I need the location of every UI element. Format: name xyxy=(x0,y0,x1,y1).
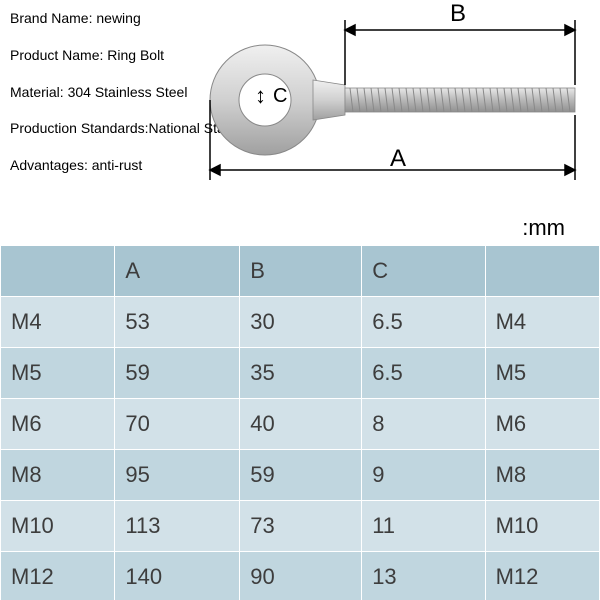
table-cell: 95 xyxy=(115,450,240,501)
table-row: M559356.5M5 xyxy=(1,348,600,399)
table-cell: 73 xyxy=(240,501,362,552)
table-cell: M4 xyxy=(485,297,599,348)
value: 304 Stainless Steel xyxy=(68,84,188,100)
label: Brand Name: xyxy=(10,10,92,26)
table-cell: M5 xyxy=(485,348,599,399)
unit-label: :mm xyxy=(522,215,565,241)
size-table-wrap: ABCM453306.5M4M559356.5M5M670408M6M89559… xyxy=(0,245,600,600)
table-row: M453306.5M4 xyxy=(1,297,600,348)
col-header xyxy=(485,246,599,297)
table-cell: 59 xyxy=(115,348,240,399)
table-cell: 140 xyxy=(115,552,240,600)
table-row: M670408M6 xyxy=(1,399,600,450)
col-header: A xyxy=(115,246,240,297)
table-cell: M8 xyxy=(1,450,115,501)
table-cell: M10 xyxy=(485,501,599,552)
table-cell: 35 xyxy=(240,348,362,399)
dim-label-c: C xyxy=(273,85,287,108)
value: Ring Bolt xyxy=(107,47,164,63)
table-cell: 13 xyxy=(362,552,485,600)
table-cell: M5 xyxy=(1,348,115,399)
table-cell: 8 xyxy=(362,399,485,450)
table-cell: 11 xyxy=(362,501,485,552)
table-cell: 6.5 xyxy=(362,348,485,399)
table-cell: 30 xyxy=(240,297,362,348)
size-table: ABCM453306.5M4M559356.5M5M670408M6M89559… xyxy=(0,245,600,600)
label: Material: xyxy=(10,84,64,100)
table-cell: M12 xyxy=(1,552,115,600)
table-cell: M10 xyxy=(1,501,115,552)
table-row: M895599M8 xyxy=(1,450,600,501)
table-cell: 53 xyxy=(115,297,240,348)
value: anti-rust xyxy=(92,157,143,173)
dim-arrow-c: ↕ xyxy=(255,83,266,109)
table-cell: 90 xyxy=(240,552,362,600)
table-cell: 40 xyxy=(240,399,362,450)
table-cell: 9 xyxy=(362,450,485,501)
col-header xyxy=(1,246,115,297)
col-header: C xyxy=(362,246,485,297)
table-cell: 113 xyxy=(115,501,240,552)
label: Advantages: xyxy=(10,157,88,173)
table-cell: M8 xyxy=(485,450,599,501)
table-cell: M12 xyxy=(485,552,599,600)
table-cell: M6 xyxy=(485,399,599,450)
value: newing xyxy=(96,10,140,26)
label: Product Name: xyxy=(10,47,103,63)
table-row: M101137311M10 xyxy=(1,501,600,552)
bolt-diagram: B A C ↕ xyxy=(195,5,595,185)
table-cell: 6.5 xyxy=(362,297,485,348)
table-row: M121409013M12 xyxy=(1,552,600,600)
table-cell: M6 xyxy=(1,399,115,450)
top-section: Brand Name: newing Product Name: Ring Bo… xyxy=(0,0,600,245)
table-cell: M4 xyxy=(1,297,115,348)
col-header: B xyxy=(240,246,362,297)
table-cell: 59 xyxy=(240,450,362,501)
table-cell: 70 xyxy=(115,399,240,450)
label: Production Standards: xyxy=(10,120,149,136)
dim-label-b: B xyxy=(450,0,466,28)
dim-label-a: A xyxy=(390,145,406,173)
